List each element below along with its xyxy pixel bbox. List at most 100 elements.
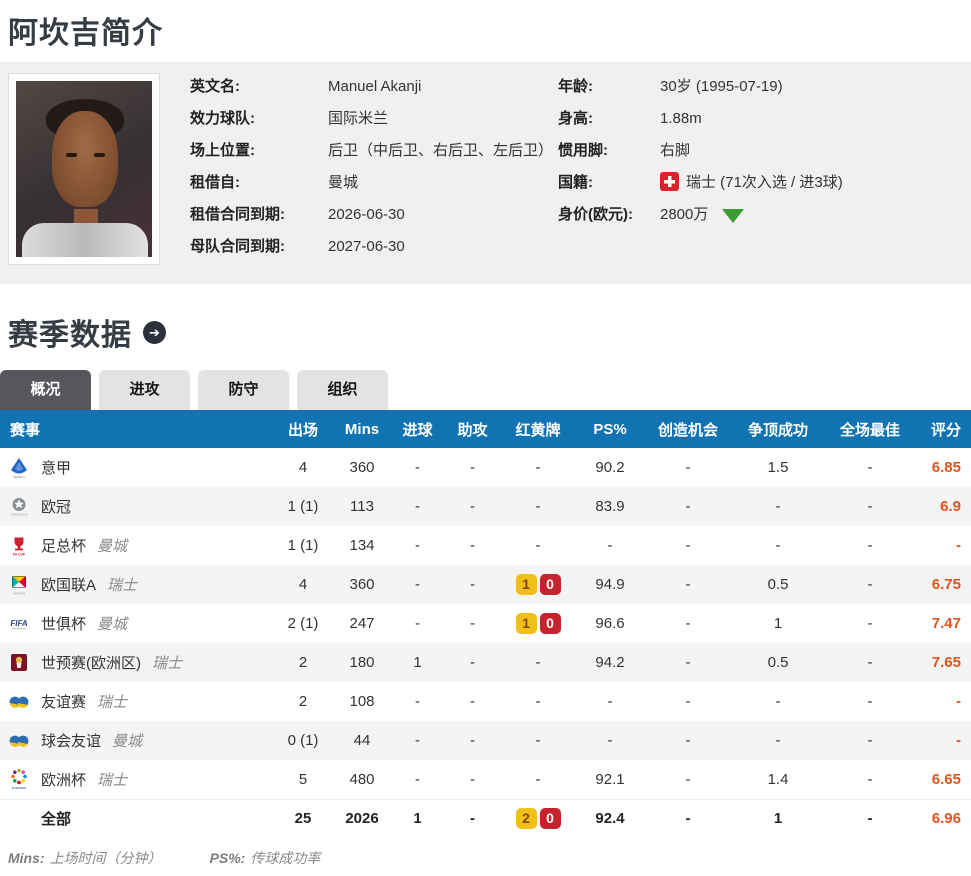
swiss-flag-icon	[660, 172, 679, 191]
svg-text:EURO2020: EURO2020	[12, 786, 27, 790]
rating-cell: -	[956, 693, 961, 710]
profile-field-value: 30岁 (1995-07-19)	[660, 78, 783, 95]
profile-columns: 英文名: Manuel Akanji 效力球队: 国际米兰 场上位置: 后卫（中后卫、右后…	[190, 73, 971, 268]
euro-icon: EURO2020	[8, 768, 30, 790]
profile-field: 效力球队: 国际米兰	[190, 108, 558, 129]
footnote: PS%: 传球成功率	[210, 850, 321, 866]
profile-field: 惯用脚: 右脚	[558, 140, 971, 161]
profile-field-value: 国际米兰	[328, 110, 389, 127]
assists-cell: -	[470, 732, 475, 749]
column-header: 进球	[390, 410, 445, 448]
competition-cell-inner: 球会友谊 曼城	[8, 730, 272, 752]
fa-cup-icon: FA CUP	[8, 535, 30, 557]
yellow-card-badge: 1	[515, 613, 537, 634]
column-header: 红黄牌	[500, 410, 576, 448]
competition-name: 友谊赛	[41, 694, 87, 711]
competition-name: 欧洲杯	[41, 771, 87, 789]
motm-cell: -	[867, 459, 873, 476]
aerials-won-cell: -	[775, 498, 781, 515]
team-name: 曼城	[112, 733, 143, 750]
season-tabs: 概况 进攻 防守 组织	[0, 370, 971, 410]
appearances-cell: 5	[298, 770, 308, 788]
cards-cell: -	[535, 498, 541, 515]
team-name: 曼城	[97, 538, 128, 555]
appearances-cell: 1 (1)	[287, 498, 319, 515]
profile-field-value: 2026-06-30	[328, 206, 405, 223]
rating-cell: -	[956, 537, 961, 554]
team-name: 曼城	[97, 616, 128, 633]
profile-field: 身高: 1.88m	[558, 108, 971, 129]
table-row: 球会友谊 曼城 0 (1) 44 - - - - - - - -	[0, 721, 971, 760]
competition-cell: SERIE A 意甲	[0, 448, 272, 487]
appearances-cell: 4	[298, 459, 308, 476]
goals-cell: -	[415, 615, 420, 632]
table-row: 友谊赛 瑞士 2 108 - - - - - - - -	[0, 682, 971, 721]
assists-cell: -	[470, 576, 475, 593]
assists-cell: -	[470, 693, 475, 710]
fifa-club-world-cup-icon: FIFA	[8, 613, 30, 635]
rating-cell: 7.65	[931, 654, 961, 671]
profile-field-value: 曼城	[328, 174, 359, 191]
minutes-cell: 108	[349, 693, 375, 710]
motm-cell: -	[867, 537, 873, 554]
profile-field-value: 2800万	[660, 204, 745, 225]
competition-name: 足总杯	[41, 538, 87, 555]
assists-cell: -	[470, 498, 475, 515]
chances-created-cell: -	[685, 732, 691, 749]
tab-overview[interactable]: 概况	[0, 370, 91, 410]
table-row: CHAMPIONS 欧冠 1 (1) 113 - - - 83.9 - - - 6.9	[0, 487, 971, 526]
svg-text:FA CUP: FA CUP	[13, 552, 26, 556]
profile-left-column: 英文名: Manuel Akanji 效力球队: 国际米兰 场上位置: 后卫（中后卫、右后…	[190, 76, 558, 268]
profile-field-value: 右脚	[660, 142, 691, 159]
season-stats-table: 赛事 出场 Mins 进球 助攻 红黄牌 PS% 创造机会 争顶成功 全场最佳 评分 SERIE A…	[0, 410, 971, 838]
competition-cell: FA CUP 足总杯 曼城	[0, 526, 272, 565]
pass-success-cell: 92.4	[595, 810, 625, 828]
footnote-abbr: Mins:	[8, 850, 45, 866]
photo-eye-shape	[66, 153, 77, 157]
market-value-down-icon	[722, 209, 745, 223]
arrow-right-icon[interactable]: ➔	[143, 320, 166, 344]
competition-cell-inner: 全部	[8, 808, 272, 830]
competition-cell: 全部	[0, 799, 272, 838]
cards-cell: -	[535, 732, 541, 749]
rating-cell: -	[956, 732, 961, 749]
competition-cell: 世预赛(欧洲区) 瑞士	[0, 643, 272, 682]
tab-organization[interactable]: 组织	[297, 370, 388, 410]
yellow-card-badge: 1	[515, 574, 537, 595]
competition-cell: 球会友谊 曼城	[0, 721, 272, 760]
world-cup-qualifiers-icon	[8, 652, 30, 674]
footnote-desc: 传球成功率	[250, 850, 321, 866]
profile-field: 租借合同到期: 2026-06-30	[190, 204, 558, 225]
goals-cell: -	[415, 693, 420, 710]
player-profile-panel: 英文名: Manuel Akanji 效力球队: 国际米兰 场上位置: 后卫（中后卫、右后…	[0, 62, 971, 284]
aerials-won-cell: 1	[773, 810, 783, 828]
appearances-cell: 1 (1)	[287, 537, 319, 554]
no-icon-spacer	[8, 808, 30, 830]
appearances-cell: 25	[294, 810, 312, 828]
chances-created-cell: -	[685, 576, 691, 593]
nations-league-icon: NATIONS	[8, 574, 30, 596]
profile-field-label: 母队合同到期:	[190, 238, 285, 255]
goals-cell: -	[415, 576, 420, 593]
competition-cell-inner: NATIONS 欧国联A 瑞士	[8, 574, 272, 596]
team-name: 瑞士	[97, 771, 128, 789]
column-header: 争顶成功	[732, 410, 824, 448]
photo-eye-shape	[94, 153, 105, 157]
tab-attack[interactable]: 进攻	[99, 370, 190, 410]
friendly-icon	[8, 691, 30, 713]
assists-cell: -	[470, 459, 475, 476]
minutes-cell: 247	[349, 615, 375, 632]
tab-defense[interactable]: 防守	[198, 370, 289, 410]
chances-created-cell: -	[685, 498, 691, 515]
profile-field-label: 英文名:	[190, 78, 240, 95]
pass-success-cell: -	[607, 732, 613, 749]
assists-cell: -	[470, 615, 475, 632]
rating-cell: 6.85	[931, 459, 961, 476]
team-name: 瑞士	[97, 694, 128, 711]
chances-created-cell: -	[685, 537, 691, 554]
profile-field: 英文名: Manuel Akanji	[190, 76, 558, 97]
competition-cell-inner: EURO2020 欧洲杯 瑞士	[8, 768, 272, 790]
cards-cell: -	[535, 693, 541, 710]
